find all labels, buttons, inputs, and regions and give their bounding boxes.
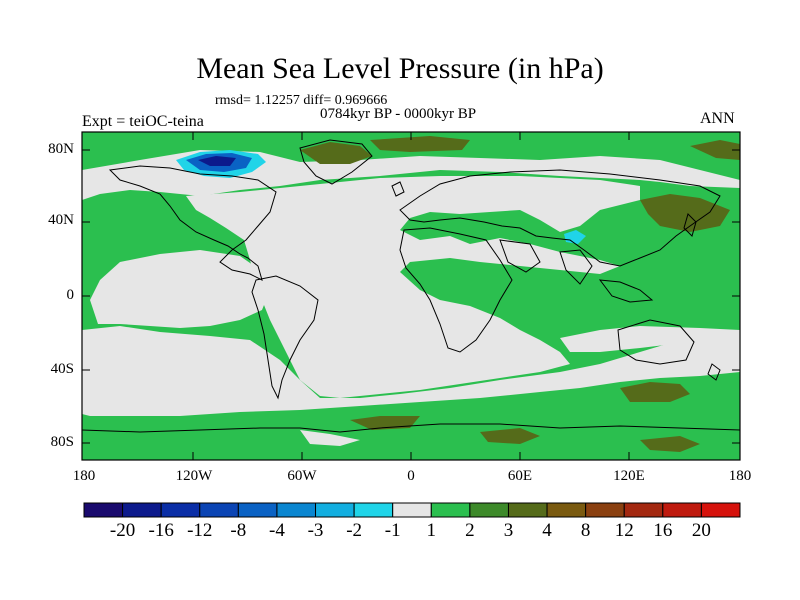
colorbar-swatch xyxy=(160,502,201,518)
lat-tick-label: 40N xyxy=(48,212,74,228)
lon-tick-label: 120E xyxy=(613,468,645,484)
colorbar-swatch xyxy=(237,502,278,518)
colorbar-label: 1 xyxy=(426,520,437,541)
lon-tick-label: 180 xyxy=(72,468,96,484)
period-label: 0784kyr BP - 0000kyr BP xyxy=(320,106,477,122)
colorbar-label: -2 xyxy=(346,520,363,541)
stats-label: rmsd= 1.12257 diff= 0.969666 xyxy=(215,93,388,108)
coastlines xyxy=(82,139,740,433)
colorbar-swatch xyxy=(315,502,355,518)
colorbar-label: -20 xyxy=(109,520,136,541)
season-label: ANN xyxy=(700,110,735,127)
colorbar-label: 12 xyxy=(614,520,634,541)
colorbar-label: -12 xyxy=(187,520,213,541)
colorbar-label: 3 xyxy=(503,520,514,541)
lon-tick-label: 60W xyxy=(287,468,317,484)
colorbar-swatch xyxy=(392,502,432,518)
colorbar-swatch xyxy=(276,502,317,518)
colorbar-label: 16 xyxy=(653,520,673,541)
pressure-field-negative xyxy=(176,150,586,244)
lon-tick-label: 0 xyxy=(407,468,415,484)
lat-tick-label: 80N xyxy=(48,141,74,157)
colorbar xyxy=(83,502,741,518)
colorbar-label: 4 xyxy=(542,520,552,541)
lon-tick-label: 120W xyxy=(175,468,213,484)
colorbar-swatch xyxy=(507,502,548,518)
colorbar-label: -1 xyxy=(384,520,401,541)
colorbar-label: -4 xyxy=(269,520,285,541)
colorbar-swatch xyxy=(546,502,587,518)
colorbar-label: -8 xyxy=(230,520,247,541)
colorbar-swatch xyxy=(623,502,664,518)
colorbar-label: -16 xyxy=(148,520,174,541)
colorbar-swatch xyxy=(199,502,239,518)
colorbar-label: 2 xyxy=(465,520,475,541)
lat-tick-label: 80S xyxy=(50,434,74,450)
map-panel xyxy=(82,132,740,460)
colorbar-label: -3 xyxy=(307,520,324,541)
colorbar-label: 8 xyxy=(580,520,591,541)
colorbar-swatch xyxy=(700,502,741,518)
colorbar-swatch xyxy=(83,502,124,518)
map-title: Mean Sea Level Pressure (in hPa) xyxy=(196,52,604,85)
colorbar-swatch xyxy=(353,502,394,518)
lon-tick-label: 60E xyxy=(507,468,533,484)
lon-tick-label: 180 xyxy=(728,468,752,484)
lat-tick-label: 40S xyxy=(50,361,74,377)
lat-tick-label: 0 xyxy=(66,287,75,303)
colorbar-label: 20 xyxy=(691,520,711,541)
colorbar-swatch xyxy=(430,502,471,518)
experiment-label: Expt = teiOC-teina xyxy=(82,113,204,130)
pressure-field-positive-high xyxy=(300,136,740,452)
colorbar-swatch xyxy=(122,502,162,518)
colorbar-swatch xyxy=(662,502,702,518)
colorbar-swatch xyxy=(585,502,625,518)
axis-ticks xyxy=(82,132,740,460)
colorbar-swatch xyxy=(469,502,509,518)
